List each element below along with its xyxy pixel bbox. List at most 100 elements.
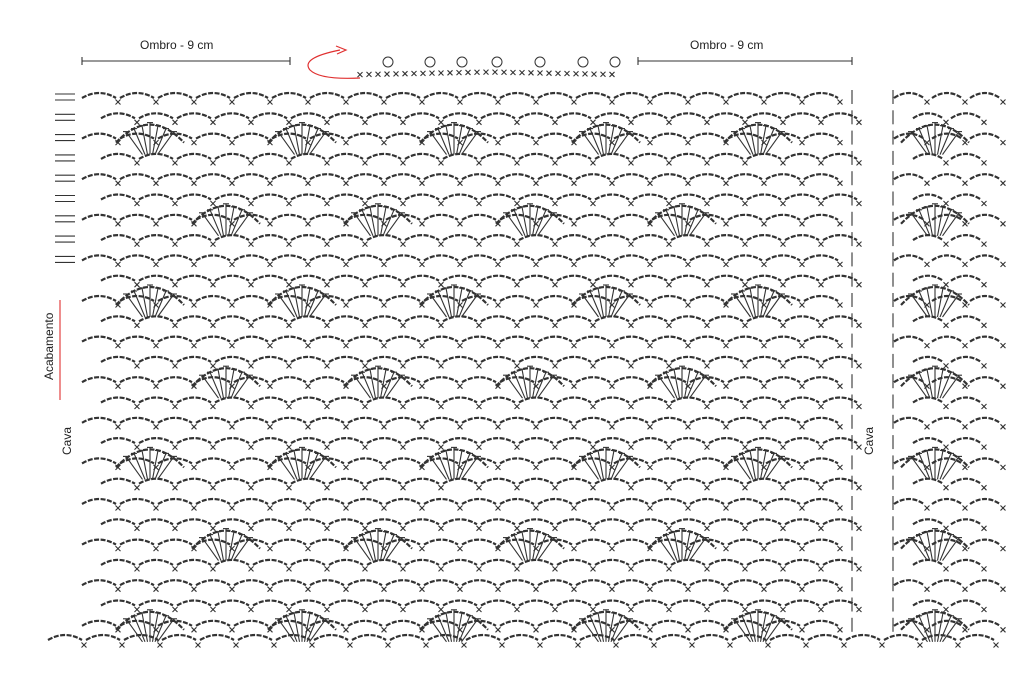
chain-arc — [81, 91, 117, 99]
chain-arc — [176, 274, 212, 282]
single-crochet-x — [590, 160, 596, 166]
double-crochet-fan — [936, 450, 944, 480]
chain-arc — [366, 234, 402, 242]
armhole-left-label: Cava — [60, 426, 74, 455]
chain-arc — [100, 477, 136, 485]
single-crochet-x — [799, 383, 805, 390]
double-crochet-fan — [230, 371, 243, 399]
chain-arc — [442, 152, 478, 160]
double-crochet-fan — [689, 212, 707, 237]
double-crochet-fan — [201, 212, 219, 237]
double-crochet-fan — [910, 456, 928, 480]
double-crochet-fan — [385, 212, 403, 237]
chain-arc — [969, 213, 1001, 221]
single-crochet-x — [924, 99, 930, 105]
chain-arc — [807, 633, 843, 641]
single-crochet-x — [818, 484, 824, 491]
single-crochet-x — [571, 586, 577, 593]
chain-arc — [670, 518, 706, 526]
single-crochet-x — [172, 403, 178, 410]
double-crochet-fan — [458, 290, 471, 318]
single-crochet-x — [229, 302, 235, 308]
chain-arc — [161, 633, 197, 641]
single-crochet-x — [837, 464, 843, 471]
single-crochet-x — [492, 69, 498, 75]
single-crochet-x — [818, 119, 824, 126]
single-crochet-x — [818, 160, 824, 166]
chain-arc — [290, 599, 326, 607]
double-crochet-fan — [762, 453, 775, 480]
single-crochet-x — [324, 241, 330, 247]
double-crochet-fan — [910, 212, 928, 237]
single-crochet-x — [685, 180, 691, 187]
chain-arc — [404, 234, 440, 242]
single-crochet-x — [537, 70, 543, 76]
single-crochet-x — [115, 626, 121, 633]
single-crochet-x — [191, 261, 197, 268]
chain-arc — [765, 213, 801, 221]
single-crochet-x — [780, 403, 786, 410]
single-crochet-x — [818, 444, 824, 450]
single-crochet-x — [438, 241, 444, 247]
single-crochet-x — [590, 403, 596, 410]
arrow-head-icon — [335, 45, 348, 55]
double-crochet-fan — [227, 206, 235, 236]
single-crochet-x — [647, 586, 653, 593]
chain-arc — [138, 152, 174, 160]
single-crochet-x — [400, 119, 406, 126]
single-crochet-x — [528, 69, 534, 76]
chain-arc — [480, 152, 516, 160]
single-crochet-x — [419, 383, 425, 390]
chain-arc — [822, 558, 858, 566]
chain-arc — [461, 254, 497, 262]
chain-arc — [670, 558, 706, 566]
single-crochet-x — [1000, 626, 1006, 633]
single-crochet-x — [571, 99, 577, 105]
single-crochet-x — [419, 180, 425, 187]
double-crochet-fan — [382, 371, 395, 399]
chain-arc — [575, 497, 611, 505]
chain-arc — [138, 477, 174, 485]
chain-arc — [100, 193, 136, 201]
chain-arc — [912, 274, 944, 282]
single-crochet-x — [305, 505, 311, 511]
double-crochet-fan — [154, 615, 167, 643]
single-crochet-x — [134, 281, 140, 288]
single-crochet-x — [495, 626, 501, 633]
chain-arc — [389, 633, 425, 641]
single-crochet-x — [742, 484, 748, 491]
double-crochet-fan — [689, 374, 707, 399]
single-crochet-x — [761, 342, 767, 349]
single-crochet-x — [917, 642, 923, 648]
single-crochet-x — [286, 363, 292, 369]
single-crochet-x — [229, 261, 235, 268]
single-crochet-x — [837, 180, 843, 187]
chain-arc — [423, 579, 459, 587]
single-crochet-x — [856, 525, 862, 532]
single-crochet-x — [476, 200, 482, 207]
double-crochet-fan — [589, 615, 602, 643]
single-crochet-x — [955, 642, 961, 648]
double-crochet-fan — [597, 125, 605, 155]
chain-arc — [708, 477, 744, 485]
single-crochet-x — [510, 69, 516, 76]
double-crochet-fan — [133, 290, 146, 318]
chain-arc — [537, 254, 573, 262]
chain-arc — [423, 538, 459, 546]
chain-arc — [461, 376, 497, 384]
single-crochet-x — [856, 444, 862, 450]
chain-arc — [271, 579, 307, 587]
double-crochet-fan — [513, 371, 526, 399]
chain-arc — [328, 193, 364, 201]
single-crochet-x — [799, 586, 805, 593]
chain-arc — [969, 497, 1001, 505]
double-crochet-fan — [382, 534, 395, 561]
double-crochet-fan — [749, 287, 757, 318]
chain-arc — [518, 396, 554, 404]
single-crochet-x — [495, 99, 501, 105]
single-crochet-x — [438, 444, 444, 450]
chain-arc — [290, 518, 326, 526]
single-crochet-x — [324, 281, 330, 288]
single-crochet-x — [613, 642, 619, 648]
chain-arc — [366, 599, 402, 607]
